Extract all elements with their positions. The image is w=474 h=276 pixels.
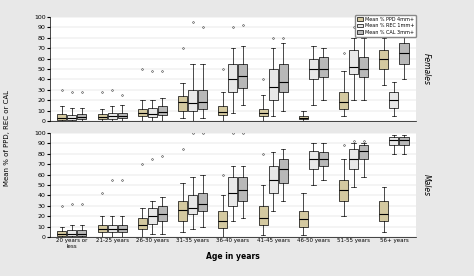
Legend: Mean % PPD 4mm+, Mean % REC 1mm+, Mean % CAL 3mm+: Mean % PPD 4mm+, Mean % REC 1mm+, Mean %… xyxy=(355,15,416,37)
PathPatch shape xyxy=(57,114,66,120)
PathPatch shape xyxy=(158,206,167,221)
PathPatch shape xyxy=(339,92,348,108)
Text: Females: Females xyxy=(421,53,430,85)
PathPatch shape xyxy=(400,43,409,64)
PathPatch shape xyxy=(118,225,127,232)
PathPatch shape xyxy=(148,208,157,224)
PathPatch shape xyxy=(228,64,237,92)
Text: Males: Males xyxy=(421,174,430,196)
PathPatch shape xyxy=(198,90,207,108)
PathPatch shape xyxy=(258,206,268,225)
PathPatch shape xyxy=(108,225,117,232)
PathPatch shape xyxy=(269,166,278,193)
PathPatch shape xyxy=(138,218,147,229)
PathPatch shape xyxy=(98,114,107,119)
PathPatch shape xyxy=(238,177,247,201)
PathPatch shape xyxy=(299,211,308,227)
PathPatch shape xyxy=(309,151,318,169)
PathPatch shape xyxy=(108,113,117,119)
PathPatch shape xyxy=(359,57,368,77)
PathPatch shape xyxy=(359,145,368,159)
PathPatch shape xyxy=(379,50,388,69)
PathPatch shape xyxy=(228,177,237,206)
PathPatch shape xyxy=(319,152,328,166)
PathPatch shape xyxy=(118,113,127,118)
PathPatch shape xyxy=(148,108,157,117)
PathPatch shape xyxy=(77,230,86,236)
PathPatch shape xyxy=(158,107,167,115)
PathPatch shape xyxy=(279,64,288,92)
PathPatch shape xyxy=(349,50,358,74)
PathPatch shape xyxy=(77,114,86,119)
PathPatch shape xyxy=(258,108,268,116)
PathPatch shape xyxy=(198,193,207,211)
PathPatch shape xyxy=(138,108,147,116)
PathPatch shape xyxy=(309,59,318,79)
PathPatch shape xyxy=(379,201,388,221)
PathPatch shape xyxy=(238,64,247,88)
PathPatch shape xyxy=(269,69,278,100)
PathPatch shape xyxy=(279,159,288,183)
Text: Mean % of PPD, REC or CAL: Mean % of PPD, REC or CAL xyxy=(4,90,10,186)
PathPatch shape xyxy=(178,201,187,221)
PathPatch shape xyxy=(98,225,107,232)
PathPatch shape xyxy=(400,137,409,145)
PathPatch shape xyxy=(319,57,328,77)
PathPatch shape xyxy=(57,231,66,236)
PathPatch shape xyxy=(188,195,197,214)
PathPatch shape xyxy=(349,148,358,169)
PathPatch shape xyxy=(389,137,399,145)
X-axis label: Age in years: Age in years xyxy=(206,252,260,261)
PathPatch shape xyxy=(67,115,76,120)
PathPatch shape xyxy=(389,92,399,108)
PathPatch shape xyxy=(219,107,228,115)
PathPatch shape xyxy=(219,211,228,228)
PathPatch shape xyxy=(299,116,308,119)
PathPatch shape xyxy=(339,180,348,201)
PathPatch shape xyxy=(67,230,76,236)
PathPatch shape xyxy=(188,90,197,111)
PathPatch shape xyxy=(178,96,187,111)
